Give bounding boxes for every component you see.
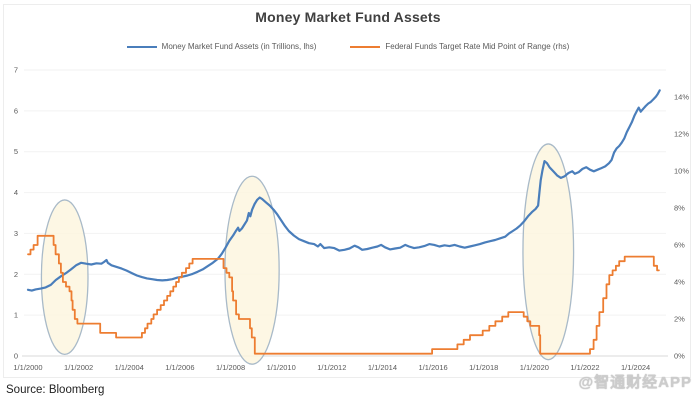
left-axis-tick-label: 1 xyxy=(14,311,18,320)
left-axis-tick-label: 7 xyxy=(14,66,18,75)
x-axis-tick-label: 1/1/2024 xyxy=(621,363,650,372)
chart-frame xyxy=(3,4,691,378)
source-note: Source: Bloomberg xyxy=(6,384,105,396)
x-axis-tick-label: 1/1/2010 xyxy=(267,363,296,372)
legend-item-mmf: Money Market Fund Assets (in Trillions, … xyxy=(126,42,317,51)
right-axis-tick-label: 12% xyxy=(674,130,689,139)
x-axis-tick-label: 1/1/2016 xyxy=(418,363,447,372)
x-axis-tick-label: 1/1/2000 xyxy=(13,363,42,372)
fed-funds-rate-line xyxy=(27,234,660,355)
watermark: @智通财经APP xyxy=(578,374,692,391)
left-axis-tick-label: 4 xyxy=(14,188,18,197)
legend-label-fedfunds: Federal Funds Target Rate Mid Point of R… xyxy=(385,42,570,51)
x-axis-tick-label: 1/1/2008 xyxy=(216,363,245,372)
legend-item-fedfunds: Federal Funds Target Rate Mid Point of R… xyxy=(350,42,569,51)
right-axis-tick-label: 2% xyxy=(674,315,685,324)
left-axis-tick-label: 6 xyxy=(14,106,18,115)
left-axis-tick-label: 5 xyxy=(14,147,18,156)
x-axis-tick-label: 1/1/2004 xyxy=(115,363,144,372)
legend-label-mmf: Money Market Fund Assets (in Trillions, … xyxy=(161,42,317,51)
right-axis-tick-label: 4% xyxy=(674,278,685,287)
right-axis-tick-label: 0% xyxy=(674,352,685,361)
mmf-assets-line xyxy=(26,89,661,292)
chart-title: Money Market Fund Assets xyxy=(255,9,441,25)
right-axis-tick-label: 14% xyxy=(674,93,689,102)
chart-legend: Money Market Fund Assets (in Trillions, … xyxy=(0,42,696,51)
fedfunds-line-sample-icon xyxy=(350,45,381,48)
left-axis-tick-label: 2 xyxy=(14,270,18,279)
highlight-ellipse-annotation xyxy=(40,199,89,356)
right-axis-tick-label: 8% xyxy=(674,204,685,213)
left-axis-tick-label: 0 xyxy=(14,352,18,361)
x-axis-tick-label: 1/1/2012 xyxy=(317,363,346,372)
mmf-line-sample-icon xyxy=(126,45,157,48)
x-axis-tick-label: 1/1/2002 xyxy=(64,363,93,372)
left-axis-tick-label: 3 xyxy=(14,229,18,238)
highlight-ellipse-annotation xyxy=(522,143,575,361)
x-axis-tick-label: 1/1/2018 xyxy=(469,363,498,372)
x-axis-tick-label: 1/1/2006 xyxy=(165,363,194,372)
right-axis-tick-label: 10% xyxy=(674,167,689,176)
right-axis-tick-label: 6% xyxy=(674,241,685,250)
x-axis-tick-label: 1/1/2014 xyxy=(368,363,397,372)
x-axis-tick-label: 1/1/2020 xyxy=(520,363,549,372)
x-axis-tick-label: 1/1/2022 xyxy=(570,363,599,372)
